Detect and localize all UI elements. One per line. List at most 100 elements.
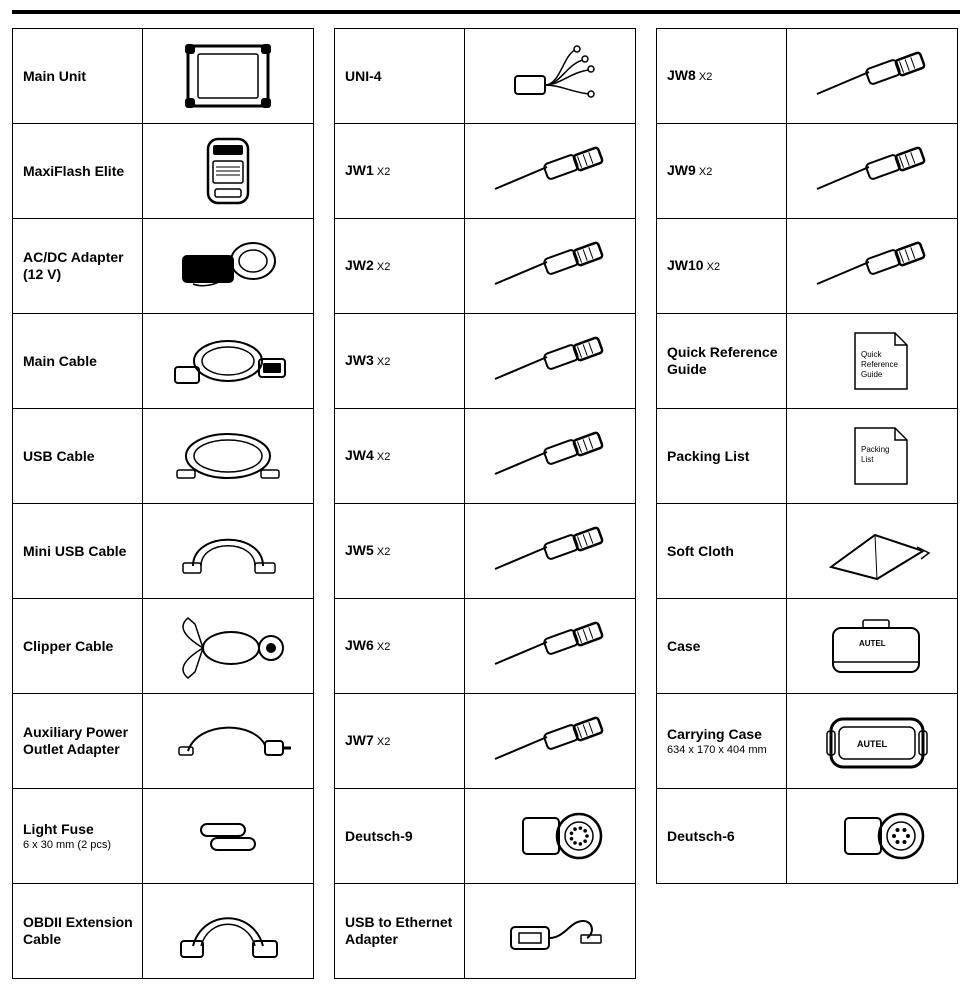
probe-icon <box>475 321 625 401</box>
item-image-cell <box>143 789 313 883</box>
item-label-cell: Main Cable <box>13 314 143 408</box>
deutsch6-icon <box>797 796 947 876</box>
item-label-cell: JW6 X2 <box>335 599 465 693</box>
item-image-cell <box>465 504 635 598</box>
item-label: Packing List <box>667 448 778 465</box>
column-2: UNI-4 JW1 X2 JW2 X2 JW3 X2 JW4 X2 JW5 X2 JW6 X… <box>334 28 636 979</box>
item-qty: X2 <box>374 641 391 653</box>
item-label: JW5 X2 <box>345 542 456 559</box>
item-label: Soft Cloth <box>667 543 778 560</box>
item-image-cell <box>465 789 635 883</box>
svg-text:Packing: Packing <box>861 445 889 454</box>
case-icon: AUTEL <box>797 606 947 686</box>
usbcable-icon <box>153 416 303 496</box>
item-label: Clipper Cable <box>23 638 134 655</box>
item-image-cell <box>143 409 313 503</box>
item-row: JW4 X2 <box>335 409 635 504</box>
item-label: JW8 X2 <box>667 67 778 84</box>
item-qty: X2 <box>704 261 721 273</box>
item-row: Packing ListPackingList <box>657 409 957 504</box>
item-label-cell: JW3 X2 <box>335 314 465 408</box>
item-image-cell <box>143 694 313 788</box>
item-label-cell: JW2 X2 <box>335 219 465 313</box>
item-qty: X2 <box>374 356 391 368</box>
item-qty: X2 <box>696 71 713 83</box>
item-row: Clipper Cable <box>13 599 313 694</box>
uni4-icon <box>475 36 625 116</box>
item-label: JW1 X2 <box>345 162 456 179</box>
item-label: AC/DC Adapter (12 V) <box>23 249 134 283</box>
item-label-cell: JW4 X2 <box>335 409 465 503</box>
item-label-cell: Clipper Cable <box>13 599 143 693</box>
item-image-cell <box>143 504 313 598</box>
item-label-cell: JW10 X2 <box>657 219 787 313</box>
usbeth-icon <box>475 891 625 971</box>
item-label: Auxiliary Power Outlet Adapter <box>23 724 134 758</box>
item-row: Auxiliary Power Outlet Adapter <box>13 694 313 789</box>
item-row: Carrying Case634 x 170 x 404 mmAUTEL <box>657 694 957 789</box>
svg-text:Reference: Reference <box>861 360 898 369</box>
item-qty: X2 <box>374 261 391 273</box>
item-row: Deutsch-6 <box>657 789 957 884</box>
miniusb-icon <box>153 511 303 591</box>
item-label: USB to Ethernet Adapter <box>345 914 456 948</box>
doc-icon: QuickReferenceGuide <box>797 321 947 401</box>
item-label: Main Cable <box>23 353 134 370</box>
deutsch9-icon <box>475 796 625 876</box>
item-image-cell: QuickReferenceGuide <box>787 314 957 408</box>
item-row: Main Cable <box>13 314 313 409</box>
item-label: UNI-4 <box>345 68 456 85</box>
probe-icon <box>797 36 947 116</box>
item-qty: X2 <box>374 166 391 178</box>
item-label: Main Unit <box>23 68 134 85</box>
item-label: Deutsch-6 <box>667 828 778 845</box>
item-image-cell: AUTEL <box>787 599 957 693</box>
item-row: AC/DC Adapter (12 V) <box>13 219 313 314</box>
item-label: USB Cable <box>23 448 134 465</box>
item-image-cell <box>465 599 635 693</box>
item-label-cell: UNI-4 <box>335 29 465 123</box>
item-row: OBDII Extension Cable <box>13 884 313 979</box>
svg-text:Quick: Quick <box>861 350 882 359</box>
item-label: JW4 X2 <box>345 447 456 464</box>
item-row: MaxiFlash Elite <box>13 124 313 219</box>
item-label-cell: Light Fuse6 x 30 mm (2 pcs) <box>13 789 143 883</box>
vci-icon <box>153 131 303 211</box>
item-row: USB to Ethernet Adapter <box>335 884 635 979</box>
item-label: Light Fuse <box>23 821 134 838</box>
probe-icon <box>475 606 625 686</box>
item-image-cell <box>787 29 957 123</box>
item-label-cell: USB Cable <box>13 409 143 503</box>
item-label: Case <box>667 638 778 655</box>
item-image-cell <box>465 219 635 313</box>
item-image-cell: AUTEL <box>787 694 957 788</box>
item-label-cell: Deutsch-9 <box>335 789 465 883</box>
item-image-cell <box>143 29 313 123</box>
columns-container: Main Unit MaxiFlash Elite AC/DC Adapter (1… <box>12 28 960 979</box>
item-label-cell: Auxiliary Power Outlet Adapter <box>13 694 143 788</box>
item-row: UNI-4 <box>335 29 635 124</box>
item-row: Case AUTEL <box>657 599 957 694</box>
probe-icon <box>475 511 625 591</box>
item-row: JW10 X2 <box>657 219 957 314</box>
item-image-cell <box>787 504 957 598</box>
probe-icon <box>475 701 625 781</box>
top-rule <box>12 10 960 14</box>
item-label: JW6 X2 <box>345 637 456 654</box>
item-row: Mini USB Cable <box>13 504 313 599</box>
item-label: Quick Reference Guide <box>667 344 778 378</box>
item-label: OBDII Extension Cable <box>23 914 134 948</box>
obdext-icon <box>153 891 303 971</box>
cloth-icon <box>797 511 947 591</box>
item-label: JW2 X2 <box>345 257 456 274</box>
item-row: Light Fuse6 x 30 mm (2 pcs) <box>13 789 313 884</box>
fuse-icon <box>153 796 303 876</box>
item-row: Quick Reference Guide QuickReferenceGuide <box>657 314 957 409</box>
item-row: JW5 X2 <box>335 504 635 599</box>
item-label: MaxiFlash Elite <box>23 163 134 180</box>
item-label-cell: USB to Ethernet Adapter <box>335 884 465 978</box>
item-image-cell <box>465 29 635 123</box>
item-image-cell <box>465 314 635 408</box>
item-sublabel: 6 x 30 mm (2 pcs) <box>23 839 134 851</box>
probe-icon <box>797 226 947 306</box>
